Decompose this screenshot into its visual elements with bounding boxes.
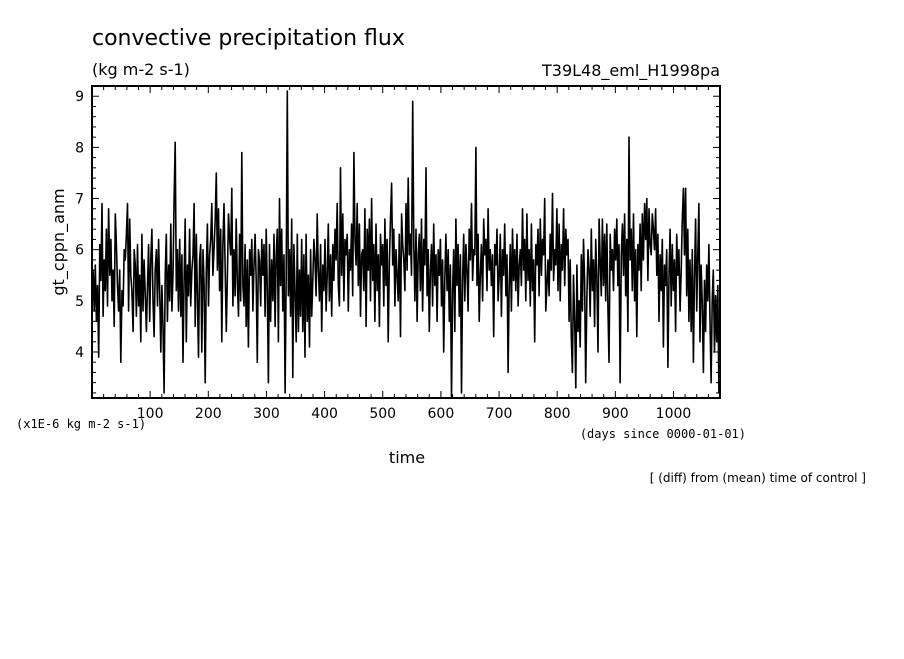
y-scale-note: (x1E-6 kg m-2 s-1) bbox=[16, 417, 146, 431]
x-tick-label: 100 bbox=[137, 406, 164, 422]
plot-frame bbox=[91, 85, 721, 399]
y-tick-label: 8 bbox=[75, 140, 84, 156]
y-tick-label: 5 bbox=[75, 294, 84, 310]
y-tick-label: 6 bbox=[75, 243, 84, 259]
footnote: [ (diff) from (mean) time of control ] bbox=[650, 471, 866, 485]
y-tick-label: 9 bbox=[75, 89, 84, 105]
x-tick-label: 800 bbox=[544, 406, 571, 422]
plot-area: 100 200 300 400 500 600 700 800 900 1000 4 5 6 7 8 9 bbox=[75, 85, 721, 422]
x-tick-label: 400 bbox=[311, 406, 338, 422]
x-tick-label: 500 bbox=[369, 406, 396, 422]
x-axis-label: time bbox=[389, 448, 425, 467]
series-line bbox=[91, 90, 721, 399]
x-tick-label: 700 bbox=[486, 406, 513, 422]
y-axis-label: gt_cppn_anm bbox=[49, 188, 69, 295]
x-tick-label: 200 bbox=[195, 406, 222, 422]
x-tick-label: 900 bbox=[602, 406, 629, 422]
experiment-label: T39L48_eml_H1998pa bbox=[541, 61, 720, 81]
x-tick-label: 600 bbox=[428, 406, 455, 422]
y-tick-label: 4 bbox=[75, 345, 84, 361]
chart-units: (kg m-2 s-1) bbox=[92, 60, 190, 79]
x-axis-units: (days since 0000-01-01) bbox=[580, 427, 746, 441]
y-tick-label: 7 bbox=[75, 192, 84, 208]
x-tick-label: 1000 bbox=[656, 406, 692, 422]
x-tick-label: 300 bbox=[253, 406, 280, 422]
chart-title: convective precipitation flux bbox=[92, 26, 405, 51]
